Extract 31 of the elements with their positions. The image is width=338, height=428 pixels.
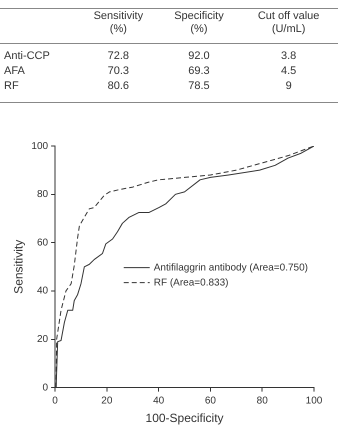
y-tick-label: 40 <box>36 286 49 297</box>
y-tick-label: 20 <box>36 334 49 346</box>
legend-label: RF (Area=0.833) <box>154 277 229 288</box>
y-tick-label: 60 <box>36 237 49 248</box>
text: 4.5 <box>280 64 298 79</box>
x-tick-label: 60 <box>204 395 216 406</box>
text: Cut off value (U/mL) <box>239 8 338 44</box>
text: AFA <box>3 64 26 79</box>
x-tick-label: 40 <box>153 395 165 406</box>
text: 78.5 <box>158 79 240 102</box>
x-tick-label: 80 <box>256 395 268 406</box>
y-axis-title: Sensitivity <box>12 240 26 294</box>
y-tick-label: 100 <box>31 140 49 152</box>
y-tick-label: 80 <box>36 189 49 200</box>
legend-label: Antifilaggrin antibody (Area=0.750) <box>154 262 308 274</box>
x-tick-label: 20 <box>101 395 113 406</box>
text: Sensitivity (%) <box>78 8 159 44</box>
text: 9 <box>239 79 338 102</box>
text: Specificity (%) <box>158 8 240 44</box>
text: 80.6 <box>78 79 159 102</box>
x-axis-title: 100-Specificity <box>146 411 224 426</box>
text: 92.0 <box>187 49 211 64</box>
text: 3.8 <box>280 49 298 64</box>
x-tick-label: 100 <box>306 395 323 406</box>
text: 69.3 <box>187 64 211 79</box>
y-tick-label: 0 <box>42 382 49 394</box>
text: RF <box>0 79 78 102</box>
x-tick-label: 0 <box>52 395 58 406</box>
text: 70.3 <box>106 64 130 79</box>
text: Anti-CCP <box>3 49 51 64</box>
text: 72.8 <box>106 49 130 64</box>
